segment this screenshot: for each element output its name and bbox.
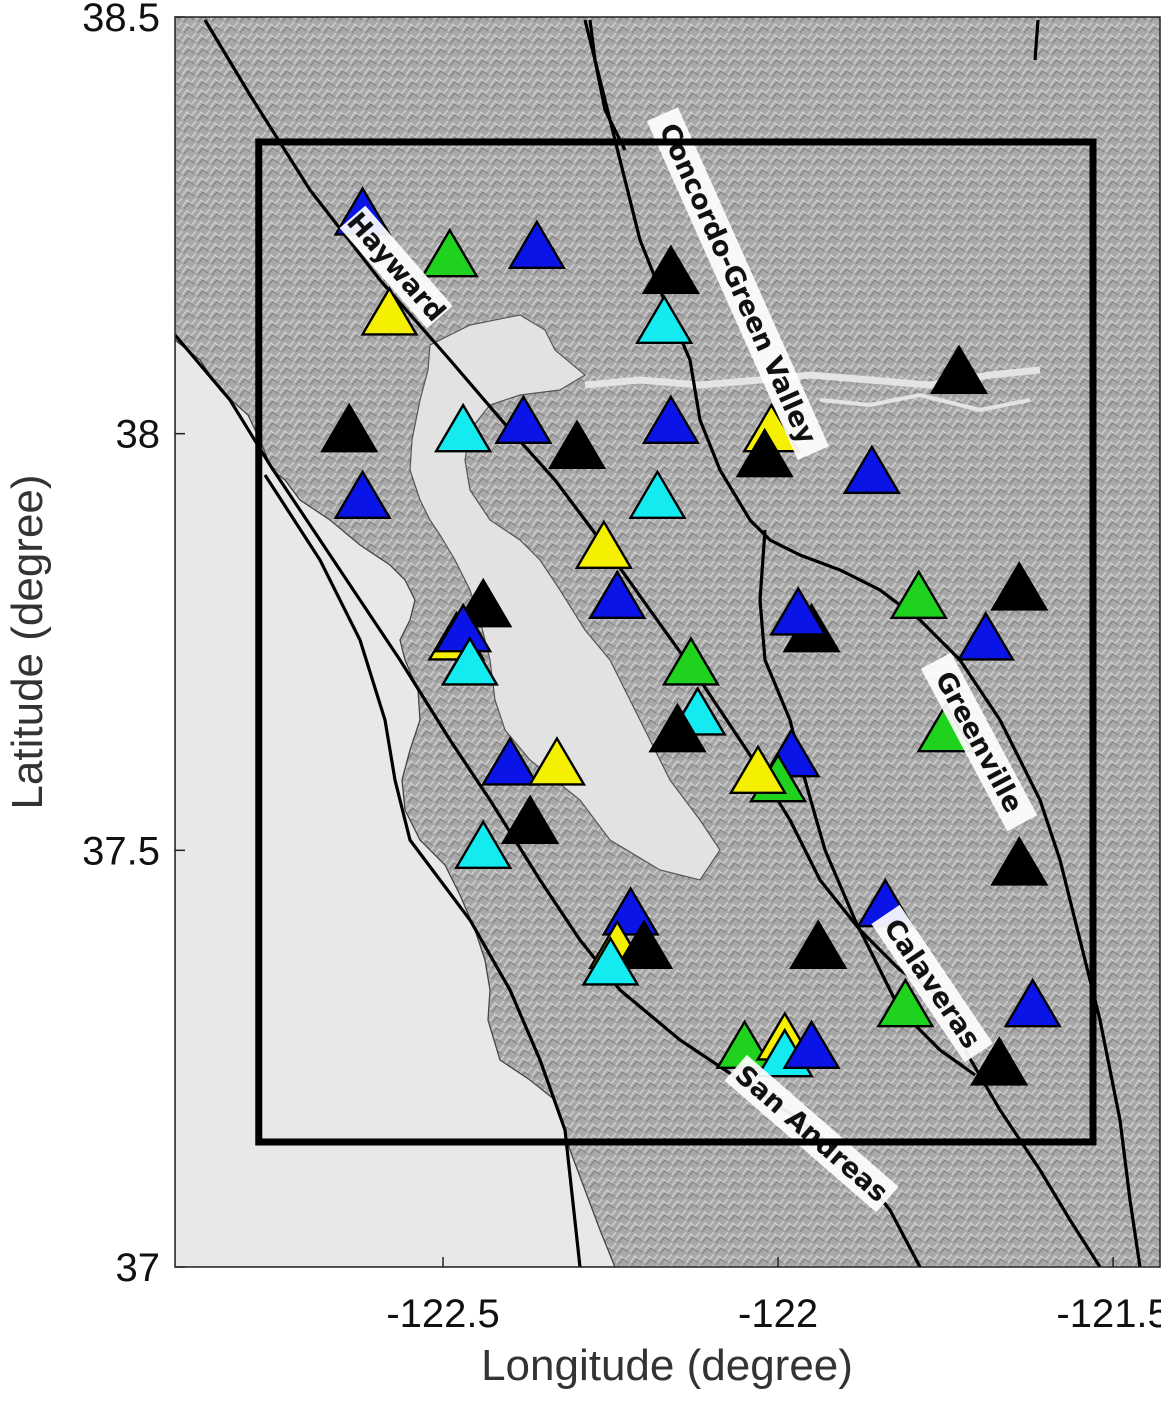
station-marker-black xyxy=(735,427,794,478)
station-marker-cyan xyxy=(454,819,513,870)
station-marker-black xyxy=(789,919,848,970)
station-marker-yellow xyxy=(728,744,788,795)
concord-fault-north xyxy=(1033,19,1040,61)
station-marker-black xyxy=(990,561,1049,611)
station-marker-green xyxy=(420,227,479,278)
station-marker-black xyxy=(614,919,674,970)
station-marker-cyan xyxy=(440,636,499,686)
station-marker-green xyxy=(889,569,948,620)
y-tick-label: 37 xyxy=(116,1246,161,1290)
station-marker-blue xyxy=(588,569,647,620)
station-marker-cyan xyxy=(434,402,493,453)
concord-green-valley-fault xyxy=(583,19,1142,1267)
station-marker-blue xyxy=(333,469,392,520)
station-marker-black xyxy=(648,702,707,753)
san-gregorio-fault xyxy=(263,474,582,1267)
station-marker-black xyxy=(320,402,379,453)
station-marker-black xyxy=(970,1036,1029,1086)
y-axis-label: Latitude (degree) xyxy=(3,474,52,809)
axis-ticks: -122.5 -122 -121.5 37 37.5 38 38.5 xyxy=(82,0,1161,1336)
greenville-fault xyxy=(588,19,627,151)
station-marker-blue xyxy=(507,219,566,270)
stations xyxy=(320,186,1062,1086)
y-tick-label: 38.5 xyxy=(82,0,160,40)
station-marker-blue xyxy=(782,1019,841,1070)
station-marker-cyan xyxy=(581,936,640,986)
station-marker-blue xyxy=(1003,977,1062,1028)
station-marker-blue xyxy=(480,736,540,786)
delta-waterways-2 xyxy=(819,392,1031,413)
station-marker-blue xyxy=(842,444,901,495)
x-tick-label: -122 xyxy=(738,1292,818,1336)
y-tick-label: 37.5 xyxy=(82,829,160,873)
plot-frame xyxy=(174,16,1161,1268)
station-marker-black xyxy=(990,836,1049,886)
fault-label-background xyxy=(920,652,1038,832)
fault-label-background xyxy=(871,904,993,1063)
station-marker-cyan xyxy=(635,294,694,345)
station-marker-blue xyxy=(494,394,553,445)
station-marker-green xyxy=(661,636,721,686)
fault-label-background xyxy=(646,107,829,461)
x-axis-label: Longitude (degree) xyxy=(481,1341,853,1390)
station-marker-black xyxy=(641,244,700,295)
study-region-box xyxy=(255,138,1097,1146)
station-marker-green xyxy=(876,977,935,1028)
y-tick-label: 38 xyxy=(116,413,161,457)
fault-label-background xyxy=(724,1054,899,1213)
station-marker-black xyxy=(547,419,607,470)
eastern-fault xyxy=(963,1049,1102,1267)
station-marker-cyan xyxy=(628,469,687,520)
station-marker-yellow xyxy=(360,286,419,336)
x-tick-label: -122.5 xyxy=(386,1292,499,1336)
fault-label-background xyxy=(339,205,453,329)
x-tick-label: -121.5 xyxy=(1056,1292,1161,1336)
station-marker-yellow xyxy=(574,519,633,570)
station-marker-black xyxy=(501,794,560,845)
station-marker-blue xyxy=(769,586,828,636)
san-francisco-bay xyxy=(409,314,721,881)
station-marker-blue xyxy=(956,611,1015,661)
station-marker-yellow xyxy=(527,736,587,786)
station-marker-blue xyxy=(641,394,700,445)
station-marker-black xyxy=(929,344,989,395)
